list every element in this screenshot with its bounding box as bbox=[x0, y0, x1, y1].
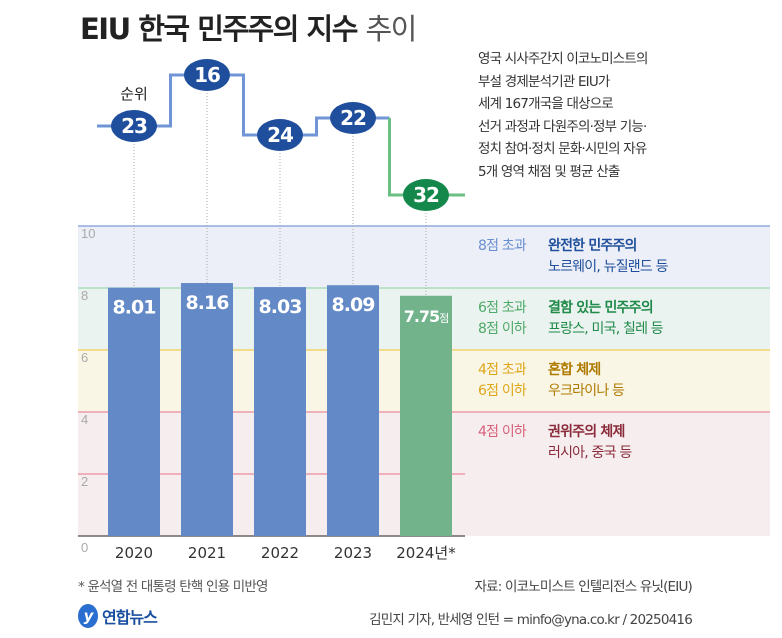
rank-badge bbox=[257, 119, 303, 151]
rank-value: 22 bbox=[340, 106, 366, 130]
rank-value: 16 bbox=[194, 63, 220, 87]
logo-text: 연합뉴스 bbox=[102, 608, 158, 627]
legend-range: 4점 초과 bbox=[478, 362, 527, 378]
x-tick-label: 2022 bbox=[261, 544, 299, 562]
y-tick-label: 6 bbox=[81, 350, 88, 365]
y-tick-label: 4 bbox=[81, 412, 88, 427]
bar-value-label: 8.01 bbox=[113, 297, 156, 319]
bar-value-label: 8.16 bbox=[186, 292, 230, 314]
description-line: 선거 과정과 다원주의·정부 기능· bbox=[478, 118, 647, 135]
title-sub: 추이 bbox=[365, 12, 418, 46]
legend-examples: 러시아, 중국 등 bbox=[548, 445, 632, 461]
description-line: 세계 167개국을 대상으로 bbox=[478, 96, 614, 112]
y-tick-label: 0 bbox=[81, 540, 88, 555]
credit: 김민지 기자, 반세영 인턴 = minfo@yna.co.kr / 20250… bbox=[369, 612, 693, 628]
legend-range: 8점 초과 bbox=[478, 238, 527, 254]
rank-badge bbox=[403, 179, 449, 211]
legend-name: 권위주의 체제 bbox=[548, 424, 625, 440]
source: 자료: 이코노미스트 인텔리전스 유닛(EIU) bbox=[474, 579, 693, 595]
rank-badge bbox=[111, 110, 157, 142]
bar bbox=[254, 287, 306, 536]
x-tick-label: 2024년* bbox=[396, 544, 456, 562]
bar bbox=[327, 285, 379, 536]
rank-badge bbox=[330, 102, 376, 134]
yonhap-logo: y 연합뉴스 bbox=[78, 604, 158, 628]
y-tick-label: 8 bbox=[81, 288, 88, 303]
description-line: 영국 시사주간지 이코노미스트의 bbox=[478, 51, 648, 67]
description-line: 정치 참여·정치 문화·시민의 자유 bbox=[478, 141, 647, 157]
x-tick-label: 2020 bbox=[115, 544, 153, 562]
logo-mark-icon: y bbox=[78, 604, 98, 628]
legend-name: 완전한 민주주의 bbox=[548, 238, 637, 254]
rank-badge bbox=[184, 59, 230, 91]
bar bbox=[400, 295, 452, 536]
legend-examples: 노르웨이, 뉴질랜드 등 bbox=[548, 259, 668, 275]
legend-range: 6점 초과 bbox=[478, 300, 527, 316]
bar bbox=[108, 287, 160, 536]
legend-name: 혼합 체제 bbox=[548, 362, 601, 378]
rank-value: 23 bbox=[121, 114, 147, 138]
bar-value-label: 8.03 bbox=[259, 296, 302, 318]
rank-line bbox=[97, 73, 390, 137]
legend-name: 결함 있는 민주주의 bbox=[548, 300, 654, 316]
description-line: 5개 영역 채점 및 평균 산출 bbox=[478, 163, 620, 180]
description-line: 부설 경제분석기관 EIU가 bbox=[478, 73, 610, 90]
legend-range: 8점 이하 bbox=[478, 321, 527, 337]
band bbox=[78, 226, 770, 288]
legend-examples: 우크라이나 등 bbox=[548, 383, 625, 399]
bar-value-label: 8.09 bbox=[332, 294, 375, 316]
y-tick-label: 2 bbox=[81, 474, 88, 489]
rank-value: 24 bbox=[267, 123, 293, 147]
rank-value: 32 bbox=[413, 183, 439, 207]
description: 영국 시사주간지 이코노미스트의 부설 경제분석기관 EIU가 세계 167개국… bbox=[478, 48, 648, 183]
title-main: EIU 한국 민주주의 지수 bbox=[80, 12, 358, 46]
footnote: * 윤석열 전 대통령 탄핵 인용 미반영 bbox=[78, 579, 268, 595]
x-tick-label: 2023 bbox=[334, 544, 372, 562]
bar bbox=[181, 283, 233, 536]
x-tick-label: 2021 bbox=[188, 544, 226, 562]
legend-range: 6점 이하 bbox=[478, 383, 527, 399]
legend-range: 4점 이하 bbox=[478, 424, 527, 440]
chart-title: EIU 한국 민주주의 지수 추이 bbox=[80, 6, 418, 48]
bar-value-label: 7.75점 bbox=[404, 307, 449, 326]
legend-examples: 프랑스, 미국, 칠레 등 bbox=[548, 321, 664, 337]
rank-label: 순위 bbox=[120, 85, 148, 103]
y-tick-label: 10 bbox=[81, 226, 95, 241]
